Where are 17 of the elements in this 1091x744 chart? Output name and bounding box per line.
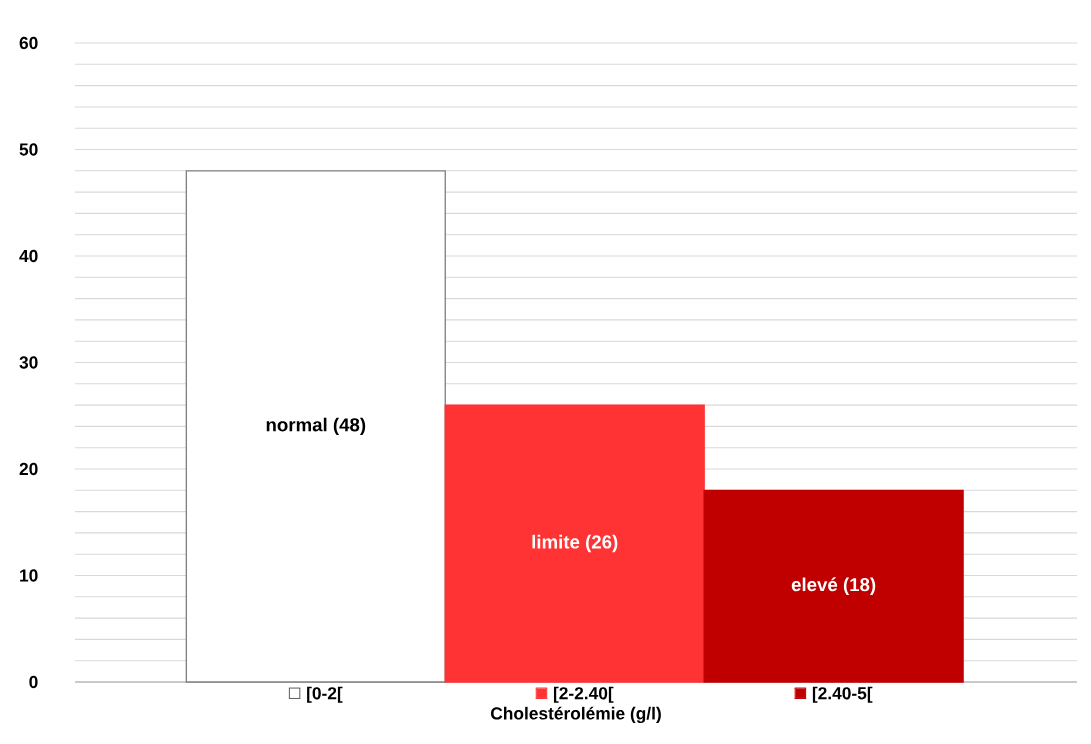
y-tick-label: 0 bbox=[29, 675, 38, 689]
y-tick-label: 20 bbox=[19, 462, 38, 476]
y-tick-label: 40 bbox=[19, 249, 38, 263]
y-tick-label: 60 bbox=[19, 36, 38, 50]
y-tick-label: 50 bbox=[19, 143, 38, 156]
bar bbox=[703, 489, 964, 683]
x-tick-label: [2-2.40[ bbox=[553, 686, 614, 703]
x-tick-label: [0-2[ bbox=[307, 686, 343, 703]
x-tick-label: [2.40-5[ bbox=[812, 686, 873, 703]
y-tick-label: 10 bbox=[20, 569, 38, 582]
data-label: limite (26) bbox=[532, 534, 618, 553]
x-axis-title: Cholestérolémie (g/l) bbox=[491, 706, 661, 724]
bar bbox=[444, 404, 705, 683]
bar bbox=[185, 170, 446, 683]
data-label: elevé (18) bbox=[791, 577, 876, 595]
data-label: normal (48) bbox=[266, 417, 366, 436]
y-tick-label: 30 bbox=[19, 356, 38, 369]
